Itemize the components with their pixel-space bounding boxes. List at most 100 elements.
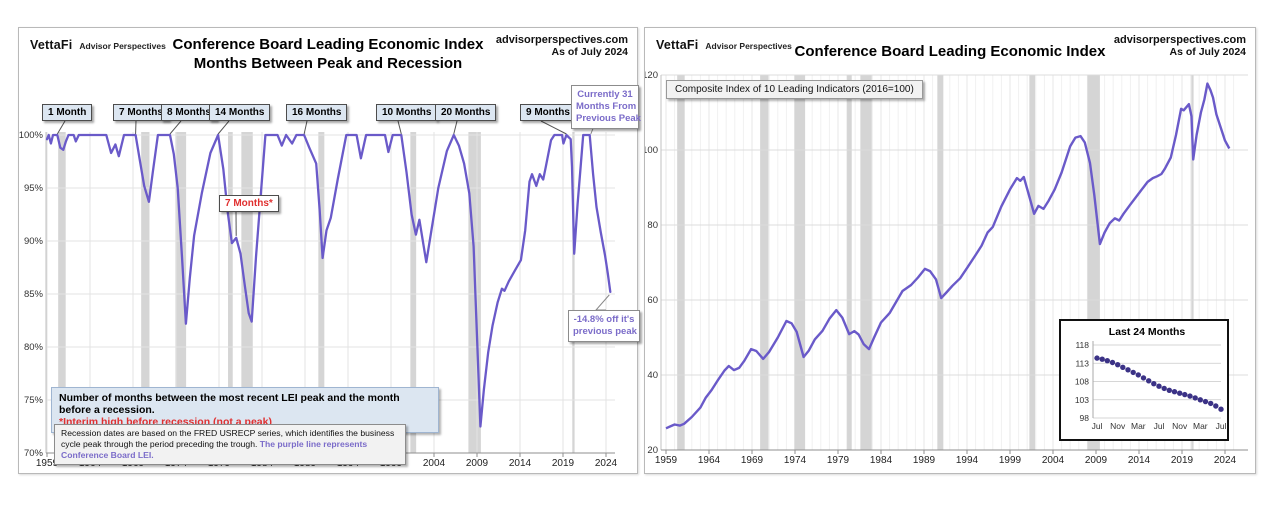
recession-source-text: Recession dates are based on the FRED US… <box>61 428 395 449</box>
callout-16-months: 16 Months <box>286 104 348 121</box>
svg-text:2009: 2009 <box>1085 455 1108 466</box>
svg-text:Mar: Mar <box>1131 421 1146 431</box>
recession-band <box>847 75 852 450</box>
recession-band <box>572 132 575 453</box>
svg-text:2014: 2014 <box>509 458 532 469</box>
source-attribution: advisorperspectives.com As of July 2024 <box>496 34 628 58</box>
note-line-1: Number of months between the most recent… <box>59 392 400 416</box>
recession-band <box>58 132 66 453</box>
svg-text:1959: 1959 <box>36 458 59 469</box>
svg-text:1964: 1964 <box>698 455 721 466</box>
callout-pointer-m8 <box>169 120 182 135</box>
vettafi-logo: VettaFi <box>656 38 699 52</box>
svg-text:2024: 2024 <box>1214 455 1237 466</box>
svg-text:1979: 1979 <box>827 455 850 466</box>
callout-interim-7-months: 7 Months* <box>219 195 279 212</box>
svg-text:2014: 2014 <box>1128 455 1151 466</box>
svg-text:80: 80 <box>647 220 658 231</box>
callout-14-months: 14 Months <box>209 104 271 121</box>
recession-band <box>141 132 150 453</box>
as-of-date: As of July 2024 <box>1169 46 1246 58</box>
lei-monthly-dot <box>1202 398 1209 405</box>
recession-band <box>860 75 872 450</box>
svg-text:120: 120 <box>645 70 658 81</box>
recession-band <box>937 75 944 450</box>
svg-text:20: 20 <box>647 445 658 456</box>
lei-monthly-dot <box>1192 395 1198 401</box>
svg-text:2024: 2024 <box>595 458 618 469</box>
svg-text:Jul: Jul <box>1216 421 1226 431</box>
recession-band <box>241 132 253 453</box>
purple-line-note: The purple line represents Conference Bo… <box>61 439 368 460</box>
svg-text:Jul: Jul <box>1154 421 1165 431</box>
brand-subtitle: Advisor Perspectives <box>705 41 792 51</box>
svg-text:98: 98 <box>1080 413 1090 423</box>
svg-text:90%: 90% <box>24 236 44 247</box>
brand-subtitle: Advisor Perspectives <box>79 41 166 51</box>
lei-months-chart-panel: VettaFi Advisor Perspectives advisorpersp… <box>18 27 641 474</box>
callout-pointer-m9 <box>540 120 567 135</box>
callout-currently-31-months: Currently 31 Months From Previous Peak <box>571 85 641 129</box>
recession-band <box>760 75 769 450</box>
recession-band <box>794 75 806 450</box>
svg-text:1959: 1959 <box>655 455 678 466</box>
callout-9-months: 9 Months <box>520 104 576 121</box>
svg-text:1984: 1984 <box>870 455 893 466</box>
lei-peak-recession-chart: 100%95%90%85%80%75%70%195919641969197419… <box>19 120 618 469</box>
recession-source-box: Recession dates are based on the FRED US… <box>54 424 406 465</box>
lei-monthly-dot <box>1208 400 1214 407</box>
lei-monthly-dot <box>1120 364 1126 370</box>
lei-index-line <box>665 82 1231 430</box>
lei-monthly-dot <box>1146 378 1152 384</box>
vettafi-logo: VettaFi <box>30 38 73 52</box>
last-24-months-inset: Last 24 Months 118 113 108 103 98 Jul Nov Mar Jul… <box>1059 319 1229 441</box>
recession-band <box>318 132 325 453</box>
svg-text:60: 60 <box>647 295 658 306</box>
recession-band <box>175 132 187 453</box>
lei-monthly-dot <box>1130 369 1136 376</box>
recession-band <box>1191 75 1194 450</box>
lei-monthly-dot <box>1197 397 1203 403</box>
lei-monthly-dot <box>1171 389 1178 395</box>
svg-text:1969: 1969 <box>741 455 764 466</box>
lei-monthly-dot <box>1135 372 1141 378</box>
svg-text:2009: 2009 <box>466 458 489 469</box>
lei-monthly-dot <box>1151 381 1157 387</box>
callout-pointer-m20 <box>453 120 458 135</box>
lei-monthly-dot <box>1140 375 1147 381</box>
as-of-date: As of July 2024 <box>551 46 628 58</box>
lei-monthly-dot <box>1213 403 1219 409</box>
svg-text:2004: 2004 <box>423 458 446 469</box>
site-url: advisorperspectives.com <box>495 34 628 46</box>
lei-monthly-dot <box>1099 356 1105 362</box>
lei-monthly-dot <box>1125 367 1131 373</box>
callout-pointer-m1 <box>56 120 66 135</box>
svg-text:Nov: Nov <box>1172 421 1188 431</box>
lei-monthly-dot <box>1104 358 1110 364</box>
svg-text:85%: 85% <box>24 289 44 300</box>
svg-text:1994: 1994 <box>956 455 979 466</box>
lei-percent-line <box>45 133 612 428</box>
svg-text:Jul: Jul <box>1092 421 1103 431</box>
svg-text:100: 100 <box>645 145 658 156</box>
svg-text:103: 103 <box>1075 395 1089 405</box>
recession-band <box>1029 75 1036 450</box>
lei-monthly-dot <box>1166 387 1172 393</box>
callout-pointer-m16 <box>303 120 308 135</box>
series-label-box: Composite Index of 10 Leading Indicators… <box>666 80 923 99</box>
svg-text:Nov: Nov <box>1110 421 1126 431</box>
vettafi-brand: VettaFi Advisor Perspectives <box>656 36 792 54</box>
svg-text:2019: 2019 <box>552 458 575 469</box>
callout-pointer-m10 <box>397 120 402 135</box>
recession-band <box>228 132 233 453</box>
svg-text:70%: 70% <box>24 448 44 459</box>
svg-text:2004: 2004 <box>1042 455 1065 466</box>
callout-pointer-m14 <box>217 120 230 135</box>
svg-text:40: 40 <box>647 370 658 381</box>
svg-text:1999: 1999 <box>999 455 1022 466</box>
svg-text:118: 118 <box>1075 340 1089 350</box>
lei-monthly-dot <box>1187 393 1193 399</box>
lei-monthly-dot <box>1109 359 1116 366</box>
svg-text:75%: 75% <box>24 395 44 406</box>
lei-monthly-dot <box>1094 355 1100 361</box>
